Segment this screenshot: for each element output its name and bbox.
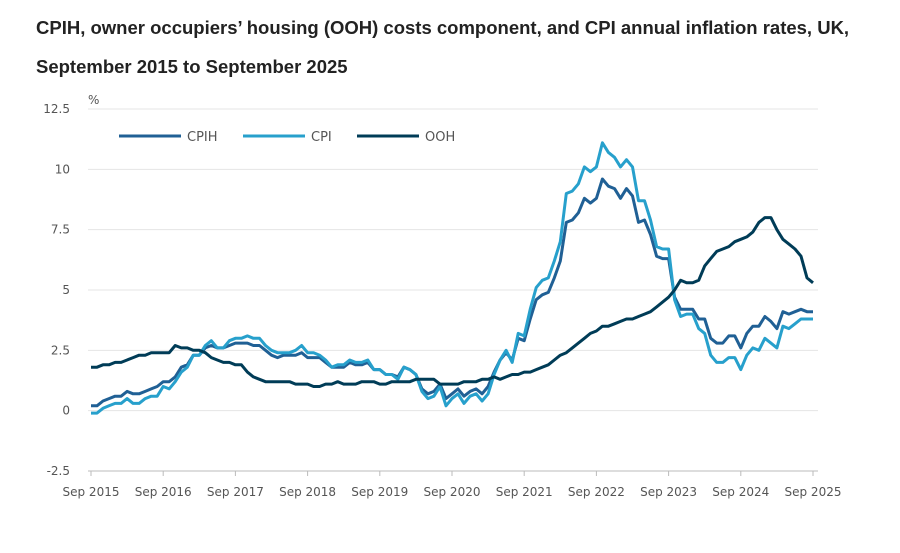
x-tick-label: Sep 2023 [640,485,697,499]
y-axis-label: % [88,93,99,107]
series-line-cpi [91,141,813,415]
x-tick-label: Sep 2017 [207,485,264,499]
x-tick-label: Sep 2018 [279,485,336,499]
y-tick-label: 10 [55,162,70,176]
x-tick-label: Sep 2025 [785,485,842,499]
series-line-cpih [91,177,813,408]
x-tick-label: Sep 2020 [424,485,481,499]
x-tick-label: Sep 2015 [63,485,120,499]
y-tick-label: 7.5 [51,223,70,237]
y-tick-label: -2.5 [47,464,70,478]
x-tick-label: Sep 2022 [568,485,625,499]
x-tick-label: Sep 2024 [712,485,769,499]
x-tick-label: Sep 2019 [351,485,408,499]
x-tick-label: Sep 2016 [135,485,192,499]
x-tick-label: Sep 2021 [496,485,553,499]
series-line-ooh [91,216,814,388]
legend-label-cpi: CPI [311,130,332,145]
y-tick-label: 0 [62,404,70,418]
chart-title: CPIH, owner occupiers’ housing (OOH) cos… [36,17,850,77]
legend-label-cpih: CPIH [187,130,218,145]
y-tick-label: 5 [62,283,70,297]
legend-label-ooh: OOH [425,130,455,145]
y-tick-label: 2.5 [51,343,70,357]
y-tick-label: 12.5 [43,102,70,116]
